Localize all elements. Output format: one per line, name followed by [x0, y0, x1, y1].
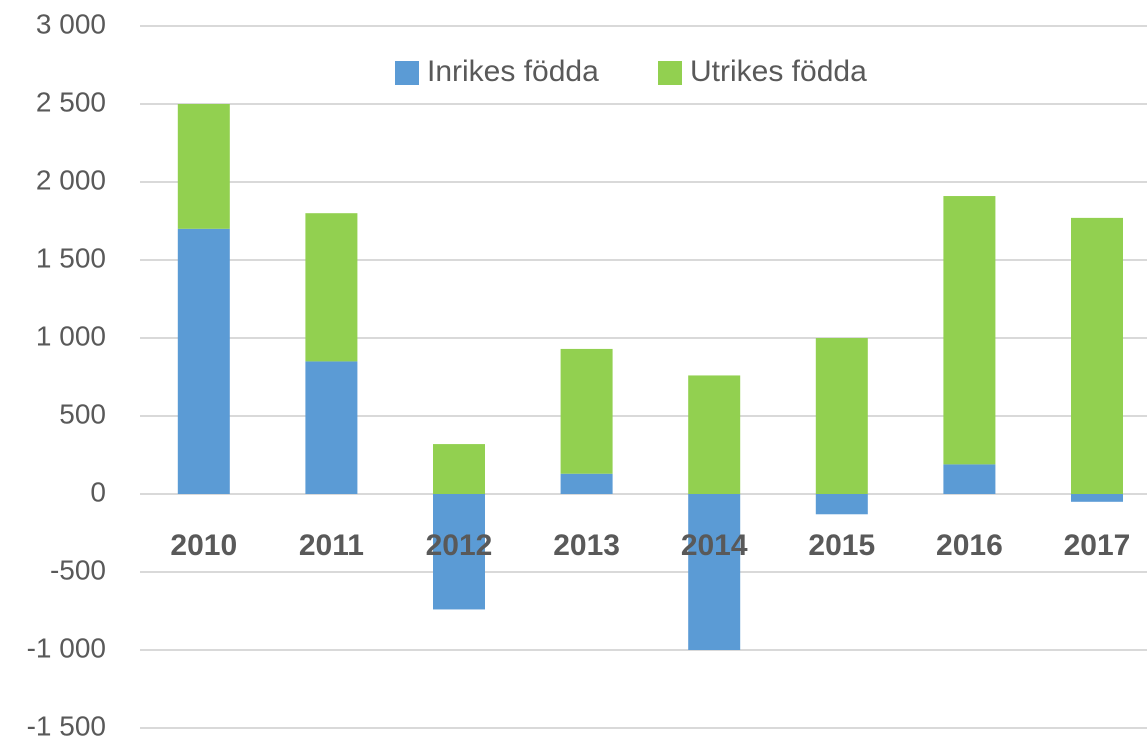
x-tick-label: 2015 [808, 529, 875, 562]
bar [943, 196, 996, 465]
bar [433, 494, 485, 610]
y-tick-label: -1 500 [27, 710, 106, 741]
bar [305, 361, 358, 494]
bar [688, 375, 741, 494]
y-tick-label: 1 500 [36, 242, 106, 273]
x-tick-label: 2017 [1064, 529, 1131, 562]
x-tick-label: 2013 [553, 529, 620, 562]
x-tick-label: 2012 [426, 529, 493, 562]
legend-swatch [395, 61, 419, 85]
x-tick-label: 2016 [936, 529, 1003, 562]
x-tick-label: 2011 [299, 529, 364, 562]
y-tick-label: 2 500 [36, 86, 106, 117]
bar [560, 473, 613, 494]
legend-label: Inrikes födda [427, 55, 599, 88]
bar [305, 213, 358, 362]
y-tick-label: 2 000 [36, 164, 106, 195]
y-tick-label: -1 000 [27, 632, 106, 663]
bar [815, 338, 868, 494]
y-tick-label: -500 [50, 554, 106, 585]
y-tick-label: 500 [59, 398, 106, 429]
bar [688, 494, 741, 650]
y-tick-label: 3 000 [36, 8, 106, 39]
bar [1071, 494, 1123, 502]
bar [177, 104, 230, 229]
bar [433, 444, 485, 494]
bar [560, 348, 613, 474]
bar [943, 464, 996, 494]
legend-label: Utrikes födda [690, 55, 867, 88]
bar [1071, 217, 1123, 494]
bar [815, 494, 868, 515]
bar [177, 228, 230, 495]
y-tick-label: 0 [90, 476, 106, 507]
x-tick-label: 2014 [681, 529, 748, 562]
legend-swatch [658, 61, 682, 85]
y-tick-label: 1 000 [36, 320, 106, 351]
x-tick-label: 2010 [170, 529, 237, 562]
